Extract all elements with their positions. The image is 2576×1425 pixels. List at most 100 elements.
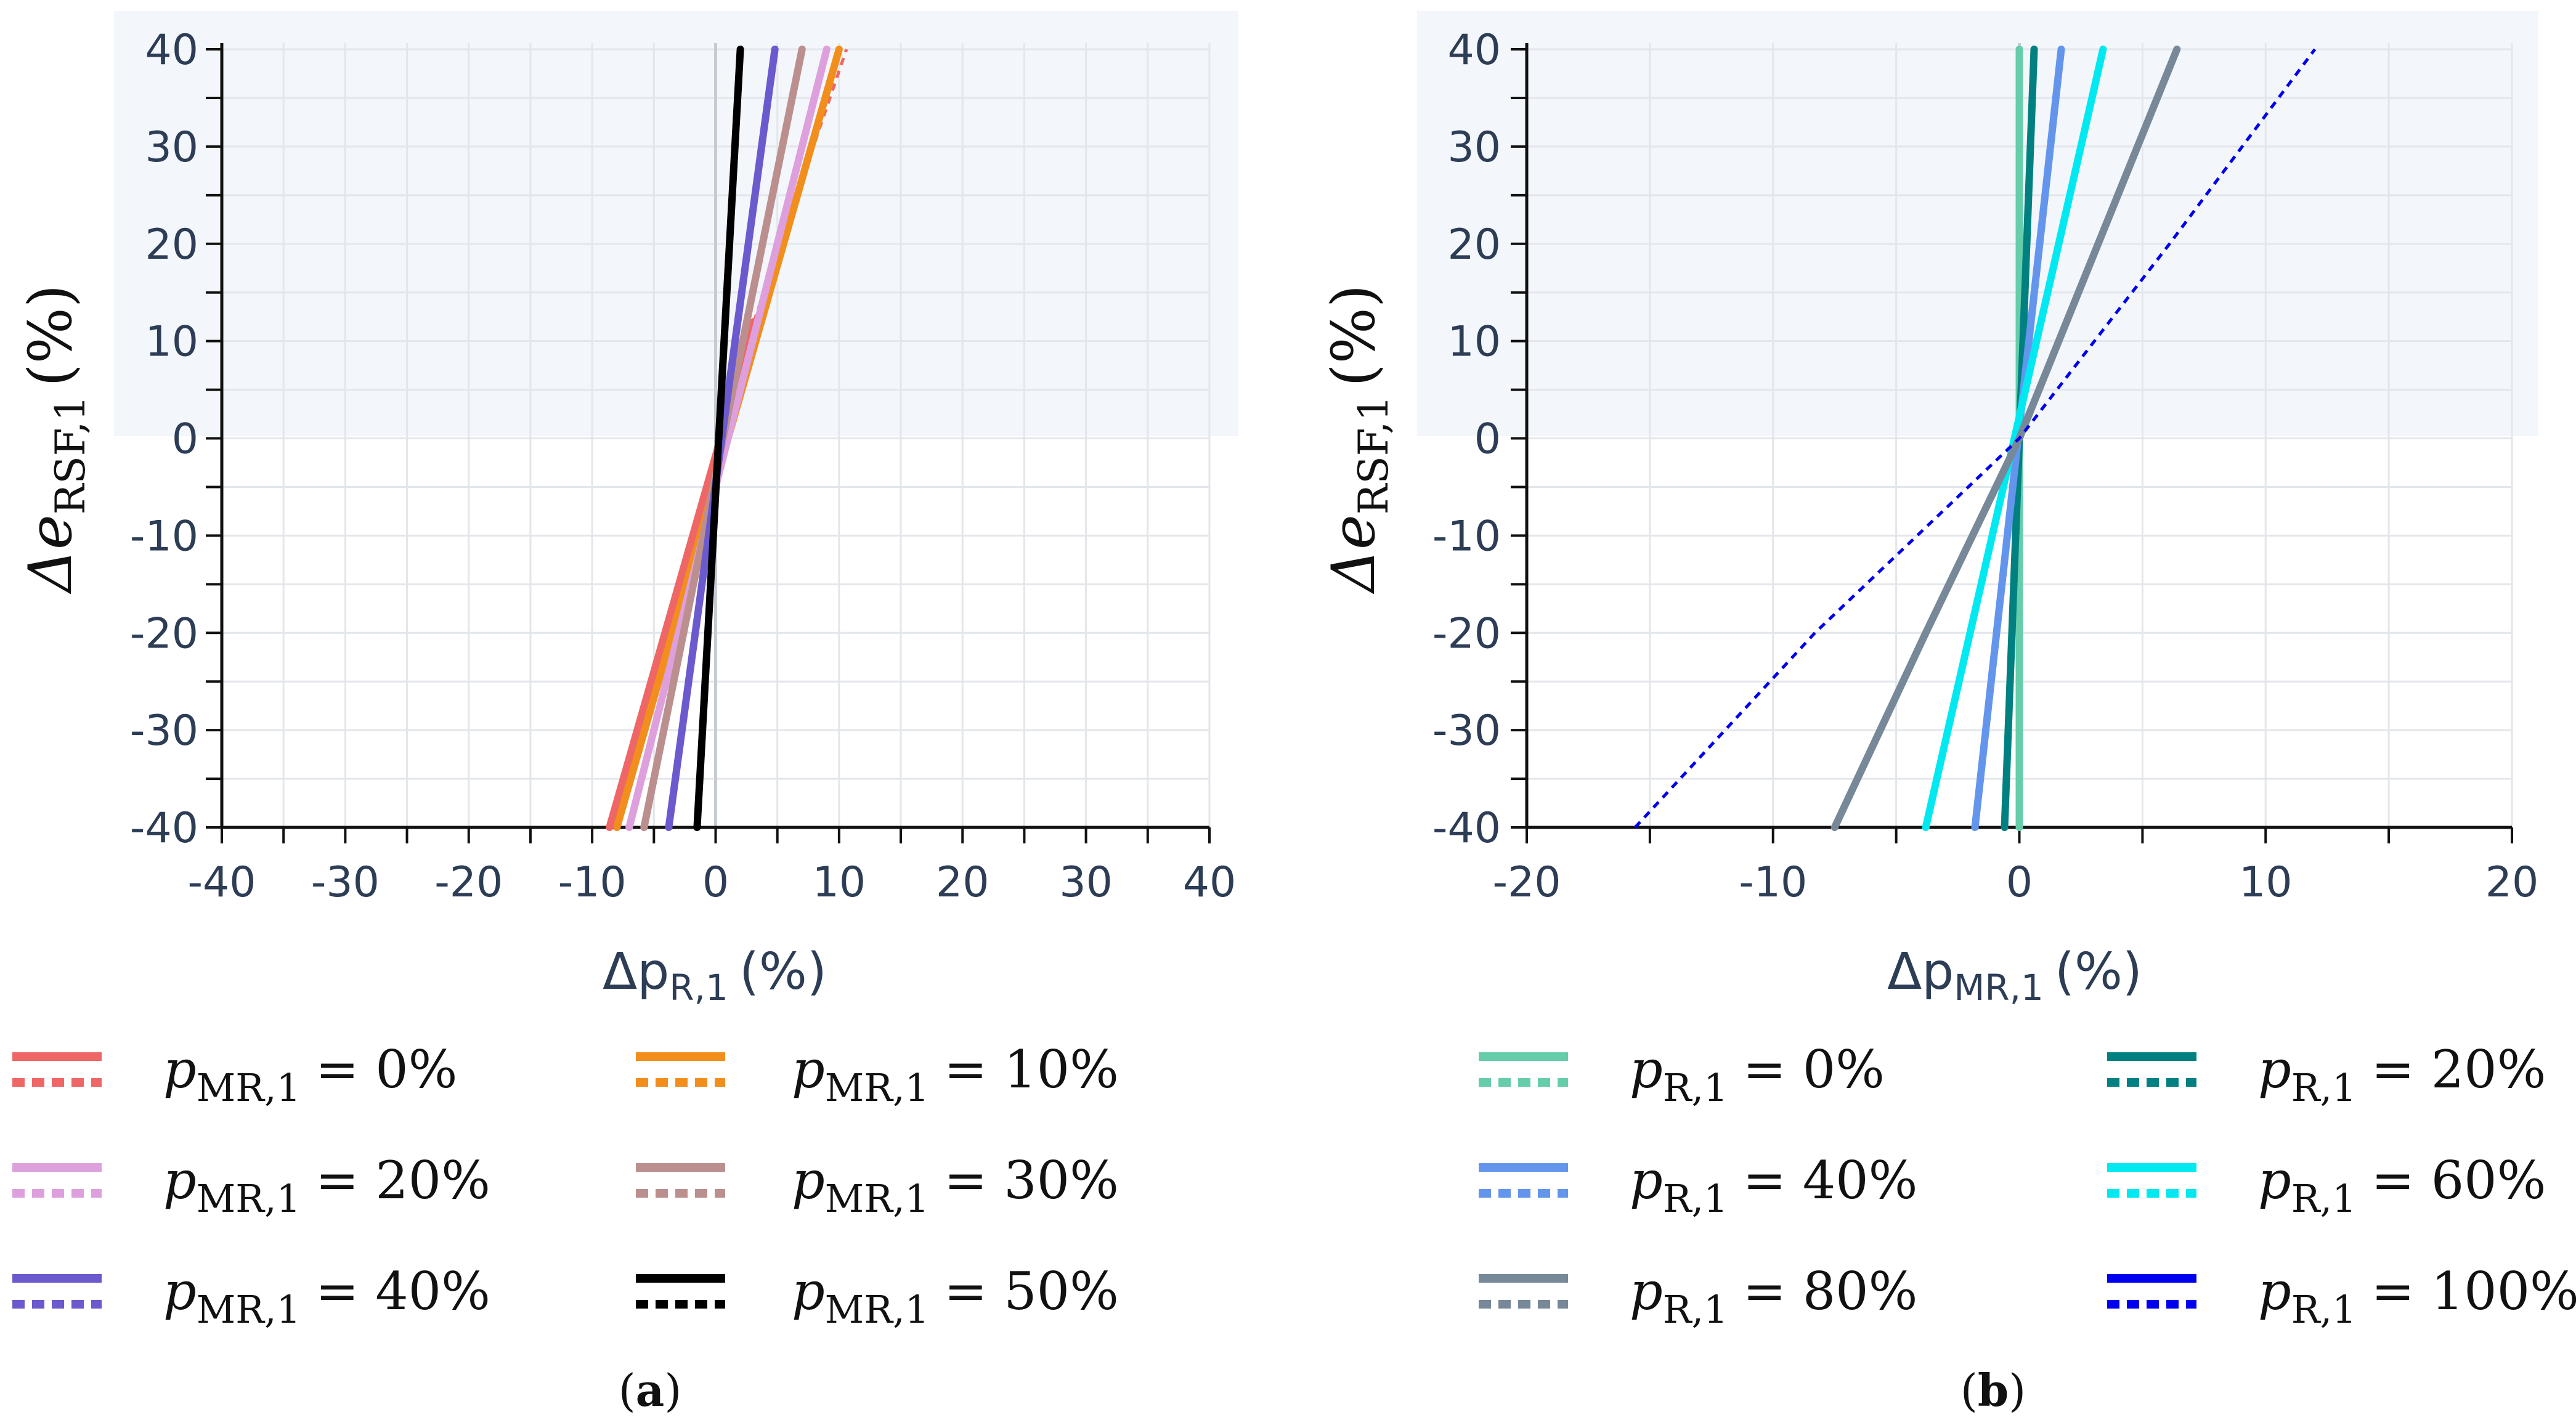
- x-tick-label: 0: [702, 858, 729, 907]
- legend-label-value: = 0%: [1743, 1039, 1885, 1100]
- shaded-region: [114, 11, 1238, 436]
- legend-item: pR,1 = 100%: [2107, 1261, 2576, 1332]
- legend-label-var: p: [163, 1150, 197, 1211]
- legend-label-sub: R,1: [1663, 1287, 1728, 1332]
- series-line: [1922, 46, 2107, 831]
- x-tick-label: 10: [2239, 858, 2293, 907]
- legend-item: pMR,1 = 50%: [636, 1261, 1119, 1332]
- series-line: [625, 46, 831, 831]
- legend-item: pMR,1 = 20%: [12, 1150, 490, 1221]
- y-tick-label: -30: [130, 707, 198, 755]
- legend-label-value: = 20%: [2371, 1039, 2546, 1100]
- x-tick-label: 10: [813, 858, 866, 907]
- x-tick-label: -10: [558, 858, 627, 907]
- legend-label-value: = 50%: [944, 1261, 1119, 1321]
- legend-label: pR,1 = 0%: [1630, 1039, 1885, 1110]
- y-tick-label: -40: [130, 804, 198, 853]
- x-tick-label: -20: [434, 858, 503, 907]
- legend-item: pMR,1 = 40%: [12, 1261, 490, 1332]
- shaded-region: [1417, 11, 2538, 436]
- panel-a: 40 30 20 10 0 -10 -20 -30 -40 -40 -30 -20 -10 0 10 20 30…: [12, 11, 1238, 1416]
- y-tick-label: 30: [145, 123, 198, 172]
- legend-label-sub: R,1: [1663, 1065, 1728, 1110]
- legend-label: pR,1 = 100%: [2258, 1261, 2576, 1332]
- legend-label: pMR,1 = 30%: [792, 1150, 1119, 1221]
- y-tick-label: -40: [1432, 804, 1501, 853]
- x-axis-label-unit: (%): [2055, 943, 2142, 1001]
- x-tick-label: -30: [311, 858, 380, 907]
- y-axis-label-unit: (%): [1319, 285, 1388, 387]
- legend-label-var: p: [2258, 1261, 2291, 1321]
- legend-label-var: p: [2258, 1150, 2291, 1211]
- y-tick-label: 10: [1447, 318, 1501, 367]
- y-tick-label: -20: [130, 609, 198, 658]
- legend-label-sub: R,1: [2291, 1176, 2357, 1221]
- y-axis-label-unit: (%): [16, 285, 85, 387]
- x-tick-label: 30: [1059, 858, 1113, 907]
- y-tick-label: 20: [1447, 221, 1501, 269]
- series-lines: [1634, 46, 2317, 831]
- y-axis-label-main: Δe: [1319, 514, 1388, 595]
- y-tick-label: -30: [1432, 707, 1501, 755]
- x-axis-label-sub: MR,1: [1954, 967, 2044, 1009]
- y-tick-label: -10: [130, 512, 198, 561]
- legend-item: pR,1 = 0%: [1479, 1039, 1885, 1110]
- x-axis-label-unit: (%): [739, 943, 827, 1001]
- legend-label: pMR,1 = 50%: [792, 1261, 1119, 1332]
- legend-label-value: = 100%: [2371, 1261, 2576, 1321]
- legend-label-var: p: [792, 1261, 825, 1321]
- series-line: [693, 46, 744, 831]
- y-axis-label-sub: RSF,1: [47, 396, 94, 514]
- legend-label-var: p: [163, 1261, 197, 1321]
- legend-label-sub: MR,1: [825, 1176, 929, 1221]
- legend-label: pR,1 = 80%: [1630, 1261, 1917, 1332]
- legend-label-sub: MR,1: [825, 1065, 929, 1110]
- x-axis-label: ΔpMR,1 (%): [1887, 943, 2142, 1009]
- legend-label-sub: MR,1: [197, 1065, 301, 1110]
- caption-letter: a: [636, 1364, 665, 1416]
- x-axis-label-main: Δp: [1887, 943, 1954, 1001]
- legend-label-sub: MR,1: [825, 1287, 929, 1332]
- legend-label: pR,1 = 40%: [1630, 1150, 1917, 1221]
- legend-label-var: p: [792, 1039, 825, 1100]
- x-tick-label: 20: [2485, 858, 2539, 907]
- legend-label-var: p: [163, 1039, 197, 1100]
- legend-label-var: p: [792, 1150, 825, 1211]
- legend-label-var: p: [1630, 1039, 1663, 1100]
- legend-label: pR,1 = 60%: [2258, 1150, 2546, 1221]
- legend-label-var: p: [1630, 1261, 1663, 1321]
- legend-item: pMR,1 = 0%: [12, 1039, 457, 1110]
- legend-label: pMR,1 = 0%: [163, 1039, 457, 1110]
- legend-label-value: = 20%: [315, 1150, 490, 1211]
- legend-item: pR,1 = 80%: [1479, 1261, 1917, 1332]
- y-tick-label: 30: [1447, 123, 1501, 172]
- legend: pR,1 = 0% pR,1 = 20%pR,1 = 40% pR,1 = 60%pR,1 =…: [1479, 1039, 2576, 1332]
- legend-label-sub: MR,1: [197, 1176, 301, 1221]
- caption-paren-close: ): [664, 1365, 681, 1416]
- legend-label-sub: MR,1: [197, 1287, 301, 1332]
- x-tick-label: -40: [187, 858, 256, 907]
- legend-item: pR,1 = 40%: [1479, 1150, 1917, 1221]
- legend-label-value: = 40%: [1743, 1150, 1918, 1211]
- legend-label: pR,1 = 20%: [2258, 1039, 2546, 1110]
- y-tick-label: 40: [145, 26, 198, 75]
- legend-label-value: = 60%: [2371, 1150, 2546, 1211]
- x-axis-label-sub: R,1: [669, 967, 728, 1009]
- y-axis-label-sub: RSF,1: [1350, 396, 1397, 514]
- y-tick-label: 0: [172, 415, 198, 464]
- legend-label: pMR,1 = 10%: [792, 1039, 1119, 1110]
- legend-label-var: p: [1630, 1150, 1663, 1211]
- y-tick-label: -20: [1432, 609, 1501, 658]
- legend-label: pMR,1 = 40%: [163, 1261, 490, 1332]
- legend-item: pR,1 = 60%: [2107, 1150, 2546, 1221]
- legend-label-value: = 30%: [944, 1150, 1119, 1211]
- y-tick-label: -10: [1432, 512, 1501, 561]
- series-lines: [606, 46, 848, 831]
- y-axis-label: ΔeRSF,1 (%): [1319, 285, 1397, 595]
- y-tick-label: 0: [1474, 415, 1501, 464]
- series-line-dotted: [1634, 48, 2317, 829]
- legend-item: pMR,1 = 30%: [636, 1150, 1119, 1221]
- y-axis-label: ΔeRSF,1 (%): [16, 285, 94, 595]
- x-tick-label: -20: [1492, 858, 1561, 907]
